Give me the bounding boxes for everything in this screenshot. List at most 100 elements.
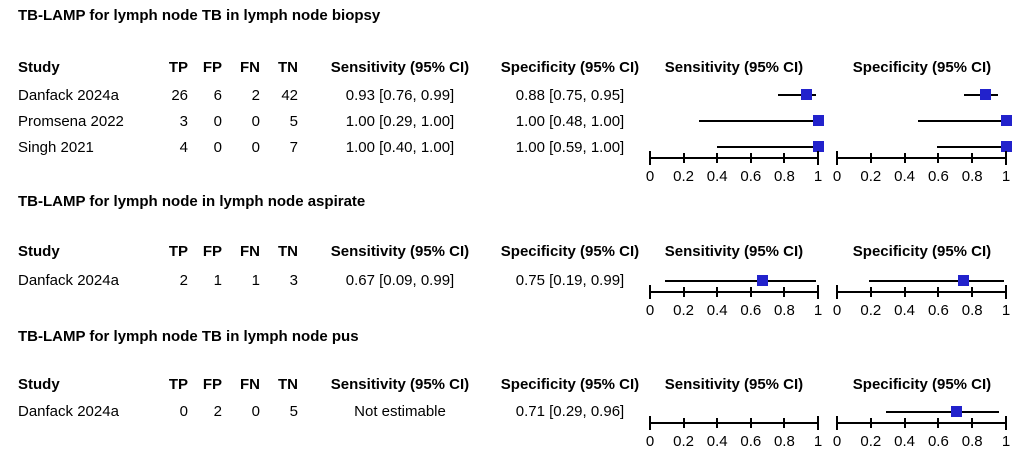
column-header-sensitivity: Sensitivity (95% CI) [330,376,470,393]
axis-tick [836,416,838,430]
axis-tick-label: 0.4 [894,168,916,185]
specificity-ci-text: 0.88 [0.75, 0.95] [515,87,625,104]
axis-tick [1005,285,1007,299]
specificity-ci-text: 1.00 [0.48, 1.00] [515,113,625,130]
column-header-fp: FP [202,59,222,76]
section-title: TB-LAMP for lymph node TB in lymph node … [18,7,381,24]
axis-tick [716,153,719,163]
axis-tick-label: 0 [645,168,655,185]
table-header-row: Study TP FP FN TN Sensitivity (95% CI) S… [0,375,1024,395]
plot-header-specificity: Specificity (95% CI) [852,243,992,260]
axis-tick [783,153,786,163]
column-header-tp: TP [168,376,188,393]
fn-value: 0 [251,139,260,156]
tp-value: 0 [179,403,188,420]
column-header-specificity: Specificity (95% CI) [500,376,640,393]
specificity-ci-glyph [837,275,1006,287]
study-label: Danfack 2024a [18,87,119,104]
column-header-study: Study [18,376,60,393]
ci-line [698,120,818,122]
axis-tick-label: 0.2 [673,433,695,450]
plot-header-specificity: Specificity (95% CI) [852,59,992,76]
axis-tick [682,418,685,428]
axis-tick [903,287,906,297]
axis-tick-label: 0.6 [740,168,762,185]
column-header-specificity: Specificity (95% CI) [500,243,640,260]
column-header-tp: TP [168,243,188,260]
sensitivity-ci-text: 1.00 [0.40, 1.00] [345,139,455,156]
axis-tick [749,418,752,428]
axis-tick-label: 0 [832,168,842,185]
axis-tick-label: 1 [813,302,823,319]
axis-tick-label: 1 [813,433,823,450]
study-label: Promsena 2022 [18,113,124,130]
tp-value: 26 [171,87,188,104]
study-label: Danfack 2024a [18,403,119,420]
axis-tick-label: 0.2 [860,168,882,185]
axis-tick-label: 1 [1001,302,1011,319]
axis-tick-label: 0.8 [773,168,795,185]
axis-baseline [836,422,1007,424]
point-estimate-marker [958,275,970,286]
axis-tick [1005,151,1007,165]
axis-tick-label: 0.6 [927,433,949,450]
axis-tick [783,287,786,297]
axis-tick-label: 0.2 [673,302,695,319]
specificity-ci-glyph [837,89,1006,101]
specificity-ci-glyph [837,115,1012,127]
axis-tick-label: 0 [645,302,655,319]
axis-tick [716,418,719,428]
axis-tick-label: 0.4 [706,168,728,185]
point-estimate-marker [951,406,963,417]
ci-line [869,280,1005,282]
tp-value: 3 [179,113,188,130]
fp-value: 6 [213,87,222,104]
fp-value: 1 [213,272,222,289]
axis-tick-label: 0.4 [706,302,728,319]
ci-line [886,411,1000,413]
fn-value: 1 [251,272,260,289]
axis-tick [937,418,940,428]
point-estimate-marker [757,275,769,286]
plot-header-sensitivity: Sensitivity (95% CI) [664,376,804,393]
specificity-ci-glyph [837,141,1012,153]
ci-line [665,280,817,282]
axis-tick [836,151,838,165]
axis-baseline [836,291,1007,293]
axis-tick [971,287,974,297]
column-header-study: Study [18,59,60,76]
axis-baseline [649,291,819,293]
sensitivity-ci-glyph [650,115,824,127]
axis-tick-label: 0.6 [740,433,762,450]
study-row: Danfack 2024a 0 2 0 5 Not estimable 0.71… [0,402,1024,422]
axis-tick [903,418,906,428]
sensitivity-ci-text: 0.93 [0.76, 0.99] [345,87,455,104]
column-header-study: Study [18,243,60,260]
tn-value: 3 [289,272,298,289]
ci-line [717,146,818,148]
axis-tick-label: 0.8 [961,433,983,450]
axis-tick [1005,416,1007,430]
axis-tick [749,153,752,163]
axis-baseline [649,157,819,159]
column-header-fn: FN [240,243,260,260]
point-estimate-marker [1000,141,1012,152]
axis-tick [783,418,786,428]
axis-baseline [836,157,1007,159]
column-header-tp: TP [168,59,188,76]
axis-tick-label: 0.4 [894,302,916,319]
axis-tick-label: 0.8 [961,302,983,319]
fp-value: 0 [213,113,222,130]
specificity-ci-glyph [837,406,1006,418]
column-header-fp: FP [202,243,222,260]
axis-tick [716,287,719,297]
fp-value: 0 [213,139,222,156]
column-header-fn: FN [240,59,260,76]
axis-tick-label: 0.4 [706,433,728,450]
axis-tick [971,153,974,163]
point-estimate-marker [812,115,824,126]
plot-header-specificity: Specificity (95% CI) [852,376,992,393]
specificity-ci-text: 1.00 [0.59, 1.00] [515,139,625,156]
point-estimate-marker [1000,115,1012,126]
